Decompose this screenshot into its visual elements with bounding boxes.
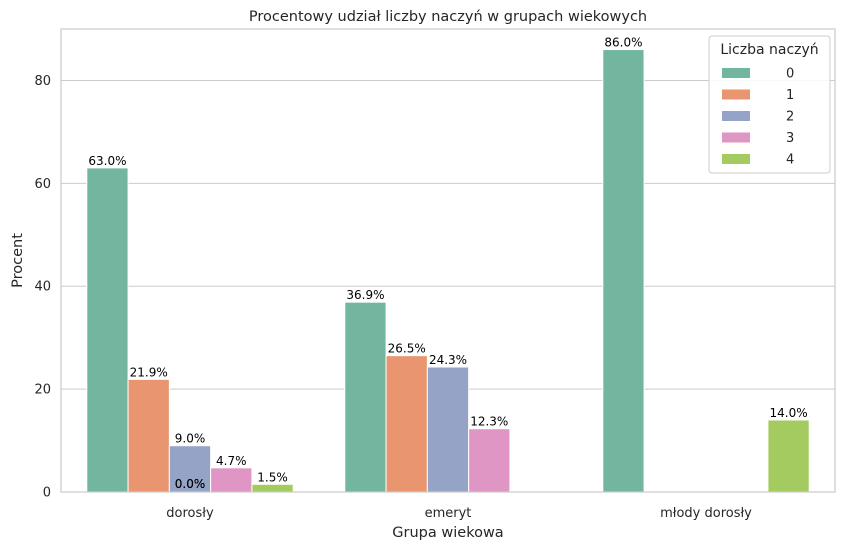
data-label: 1.5% <box>257 470 288 484</box>
bar <box>767 419 810 493</box>
legend-label: 2 <box>786 110 794 125</box>
legend-label: 4 <box>786 153 794 168</box>
legend-swatch <box>722 89 750 100</box>
bar <box>426 366 470 493</box>
legend-items: 0 1 2 3 4 <box>722 67 794 168</box>
y-axis-label: Procent <box>10 233 26 288</box>
data-labels: 63.0%36.9%86.0%21.9%26.5%9.0%24.3%4.7%12… <box>88 36 807 491</box>
legend-label: 1 <box>786 88 794 103</box>
legend-title: Liczba naczyń <box>720 42 818 58</box>
data-label: 26.5% <box>388 342 426 356</box>
bar <box>168 445 212 493</box>
data-label: 0.0% <box>175 477 206 491</box>
bar <box>344 301 387 493</box>
legend-swatch <box>722 132 750 143</box>
y-axis-ticks: 0 20 40 60 80 <box>34 74 51 501</box>
y-tick-label: 60 <box>34 177 51 192</box>
y-tick-label: 80 <box>34 74 51 89</box>
bar <box>385 355 428 493</box>
data-label: 9.0% <box>175 432 206 446</box>
legend-label: 3 <box>786 131 794 146</box>
data-label: 14.0% <box>769 406 807 420</box>
x-axis-ticks: dorosły emeryt młody dorosły <box>166 506 752 521</box>
legend-swatch <box>722 111 750 121</box>
x-tick-label: dorosły <box>166 506 214 521</box>
x-tick-label: emeryt <box>425 506 472 521</box>
data-label: 24.3% <box>429 353 467 367</box>
y-tick-label: 40 <box>34 280 51 295</box>
data-label: 86.0% <box>604 36 642 50</box>
data-label: 4.7% <box>216 454 247 468</box>
bar <box>468 428 511 493</box>
bar <box>127 378 170 493</box>
data-label: 21.9% <box>130 365 168 379</box>
data-label: 0.0% <box>175 477 206 491</box>
chart-title: Procentowy udział liczby naczyń w grupac… <box>249 9 647 25</box>
data-label: 63.0% <box>88 154 126 168</box>
legend-swatch <box>722 68 750 78</box>
bar <box>86 167 129 493</box>
y-tick-label: 0 <box>43 486 51 501</box>
bar <box>210 467 253 493</box>
x-axis-label: Grupa wiekowa <box>392 525 503 541</box>
bar <box>251 483 294 493</box>
data-label: 12.3% <box>470 415 508 429</box>
legend-label: 0 <box>786 67 794 82</box>
legend-swatch <box>722 154 750 164</box>
bar <box>602 49 645 493</box>
legend: Liczba naczyń 0 1 2 3 4 <box>708 35 831 174</box>
bars <box>86 49 810 493</box>
plot-frame <box>60 28 836 493</box>
x-tick-label: młody dorosły <box>660 506 752 521</box>
data-label: 36.9% <box>346 288 384 302</box>
y-tick-label: 20 <box>34 383 51 398</box>
